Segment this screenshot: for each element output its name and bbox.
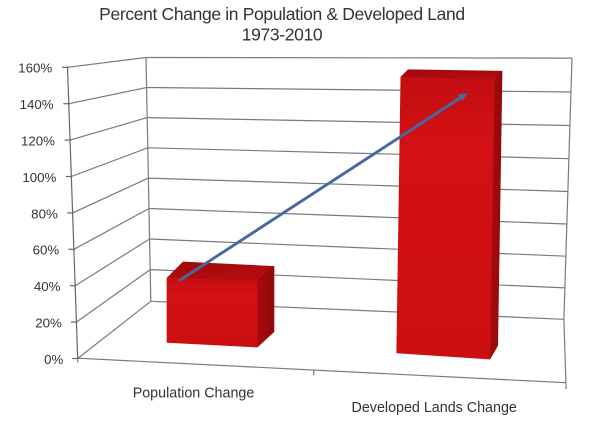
- svg-text:Population Change: Population Change: [133, 386, 255, 402]
- svg-text:0%: 0%: [44, 352, 63, 367]
- svg-text:40%: 40%: [34, 279, 61, 294]
- svg-text:Developed Lands Change: Developed Lands Change: [352, 400, 517, 416]
- svg-text:120%: 120%: [21, 133, 55, 148]
- svg-text:20%: 20%: [35, 316, 62, 331]
- svg-text:80%: 80%: [31, 206, 58, 221]
- svg-text:160%: 160%: [18, 61, 52, 76]
- svg-text:1973-2010: 1973-2010: [242, 24, 323, 44]
- svg-text:140%: 140%: [20, 97, 54, 112]
- svg-text:100%: 100%: [22, 170, 56, 185]
- svg-text:60%: 60%: [33, 243, 60, 258]
- svg-text:Percent Change in Population &: Percent Change in Population & Developed…: [99, 4, 465, 24]
